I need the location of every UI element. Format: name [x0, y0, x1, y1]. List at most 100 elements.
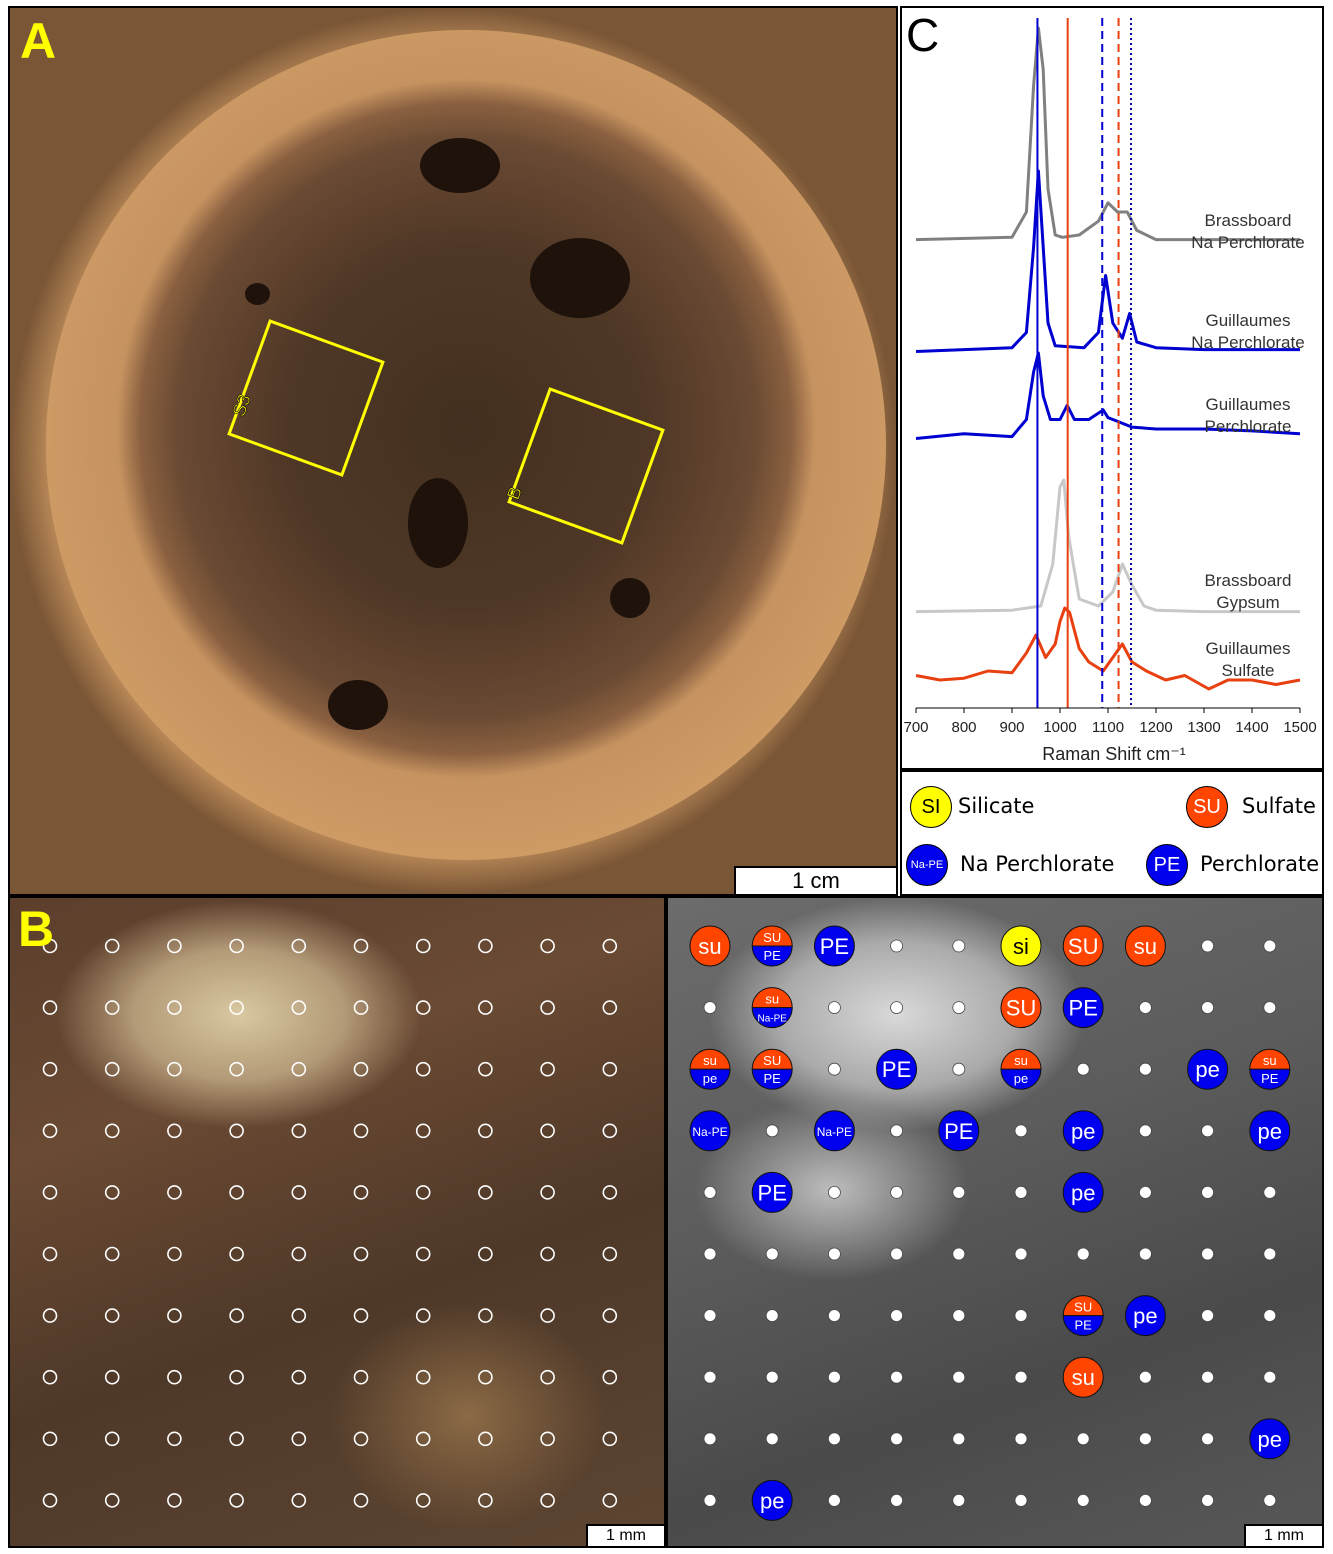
phase-marker-label: PE	[764, 948, 782, 963]
phase-marker-label: pe	[1071, 1119, 1095, 1144]
grid-point	[540, 1000, 555, 1015]
grid-point	[765, 1309, 779, 1323]
series-name: Na Perchlorate	[1191, 233, 1304, 252]
phase-marker-label: PE	[944, 1119, 973, 1144]
series-name: Guillaumes	[1205, 395, 1290, 414]
grid-point	[827, 1247, 841, 1261]
grid-point	[353, 1431, 369, 1447]
phase-marker-label: pe	[1071, 1180, 1095, 1205]
legend-badge-silicate: SI	[910, 786, 952, 828]
pit	[420, 138, 500, 193]
grid-point	[952, 939, 966, 953]
x-tick-label: 1500	[1283, 719, 1316, 736]
pit	[245, 283, 270, 305]
grid-point	[540, 1493, 555, 1508]
grid-point	[1263, 1309, 1277, 1323]
phase-marker-disc	[1062, 1110, 1104, 1152]
grid-point	[1201, 1185, 1214, 1199]
grid-point	[540, 1246, 555, 1262]
phase-marker-label: SU	[763, 1053, 781, 1068]
x-tick-label: 700	[903, 719, 928, 736]
grid-point	[1201, 1494, 1214, 1507]
raman-chart: Brassboard Na Perchlorate Guillaumes Na Per…	[903, 18, 1317, 764]
legend-label-sulfate: Sulfate	[1242, 794, 1316, 818]
phase-marker-disc	[751, 1171, 793, 1213]
grid-point	[765, 1247, 779, 1261]
series-name: Na Perchlorate	[1191, 333, 1304, 352]
grid-point	[765, 1124, 779, 1138]
grid-point	[1138, 1062, 1152, 1076]
legend: SI Silicate SU Sulfate Na-PE Na Perchlor…	[900, 770, 1324, 896]
phase-marker: PE	[813, 925, 855, 967]
grid-point	[1263, 1494, 1277, 1507]
grid-point	[703, 1494, 717, 1507]
grid-point	[1201, 1124, 1214, 1138]
grid-point	[415, 1308, 431, 1323]
grid-point	[540, 1308, 555, 1323]
grid-point	[602, 1369, 618, 1385]
grid-point	[602, 938, 618, 954]
phase-marker-top-half	[751, 987, 793, 1009]
grid-point	[1014, 1309, 1028, 1323]
phase-marker-disc	[1062, 1356, 1104, 1398]
phase-marker: su	[1062, 1356, 1104, 1398]
phase-marker-label: pe	[1014, 1071, 1028, 1086]
x-axis-label: Raman Shift cm⁻¹	[1042, 744, 1186, 764]
grid-point	[602, 1246, 618, 1262]
phase-marker-disc	[689, 1110, 731, 1152]
phase-marker-label: pe	[760, 1488, 784, 1513]
grid-point	[1138, 1432, 1152, 1446]
grid-point	[1201, 1001, 1214, 1014]
grid-point	[602, 1308, 618, 1323]
scale-bar-b-right: 1 mm	[1244, 1524, 1322, 1546]
roi-label-b: B	[503, 484, 526, 502]
grid-point	[167, 938, 182, 954]
phase-marker-label: pe	[1195, 1057, 1219, 1082]
grid-point	[602, 1185, 618, 1200]
grid-point	[703, 1001, 717, 1014]
legend-label-silicate: Silicate	[958, 794, 1035, 818]
phase-marker-disc	[1249, 1110, 1291, 1152]
phase-marker-top-half	[1249, 1048, 1291, 1070]
scale-bar-a: 1 cm	[734, 866, 896, 894]
grid-point	[1138, 1370, 1152, 1384]
phase-marker-bottom-half	[689, 1068, 731, 1090]
phase-marker-disc	[1187, 1048, 1229, 1090]
phase-marker-disc	[876, 1048, 918, 1090]
grid-point	[890, 1494, 904, 1507]
phase-marker: pe	[1249, 1418, 1291, 1460]
grid-point	[291, 1185, 307, 1200]
phase-marker-bottom-half	[1249, 1068, 1291, 1090]
grid-point	[291, 1493, 307, 1508]
scale-bar-b-left: 1 mm	[586, 1524, 664, 1546]
pit	[530, 238, 630, 318]
phase-marker: su pe	[689, 1048, 731, 1090]
grid-point	[703, 1432, 717, 1446]
analysis-grid-phases: su SU PE PE si SU su su Na-PE SU PE su pe SU PE PE su pe p…	[689, 925, 1291, 1521]
phase-marker-bottom-half	[1062, 1315, 1104, 1337]
phase-marker-label: su	[1134, 934, 1157, 959]
grid-point	[353, 1000, 369, 1015]
grid-point	[1014, 1124, 1028, 1138]
phase-marker-disc	[1062, 1171, 1104, 1213]
panel-a-photo: A S3 B 1 cm	[8, 6, 898, 896]
grid-point	[415, 1123, 431, 1139]
panel-b-color-image: B 1 mm	[8, 896, 666, 1548]
phase-marker: SU PE	[1062, 1295, 1104, 1337]
grid-point	[167, 1493, 182, 1508]
phase-marker-label: PE	[882, 1057, 911, 1082]
grid-point	[602, 1000, 618, 1015]
series-name: Guillaumes	[1205, 639, 1290, 658]
grid-point	[353, 1185, 369, 1200]
phase-marker: su pe	[1000, 1048, 1042, 1090]
series-line	[915, 169, 1300, 353]
grid-point	[415, 1061, 431, 1077]
grid-point	[42, 1185, 58, 1200]
series-name: Guillaumes	[1205, 311, 1290, 330]
grid-point	[1014, 1185, 1028, 1199]
series-name: Perchlorate	[1205, 417, 1292, 436]
grid-point	[890, 939, 904, 953]
series-name: Brassboard	[1205, 571, 1292, 590]
grid-point	[353, 1308, 369, 1323]
grid-point	[890, 1370, 904, 1384]
